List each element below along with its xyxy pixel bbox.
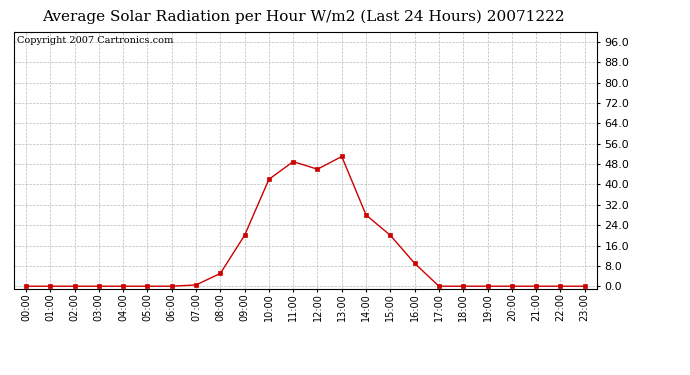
Text: Copyright 2007 Cartronics.com: Copyright 2007 Cartronics.com	[17, 36, 173, 45]
Text: Average Solar Radiation per Hour W/m2 (Last 24 Hours) 20071222: Average Solar Radiation per Hour W/m2 (L…	[42, 9, 565, 24]
